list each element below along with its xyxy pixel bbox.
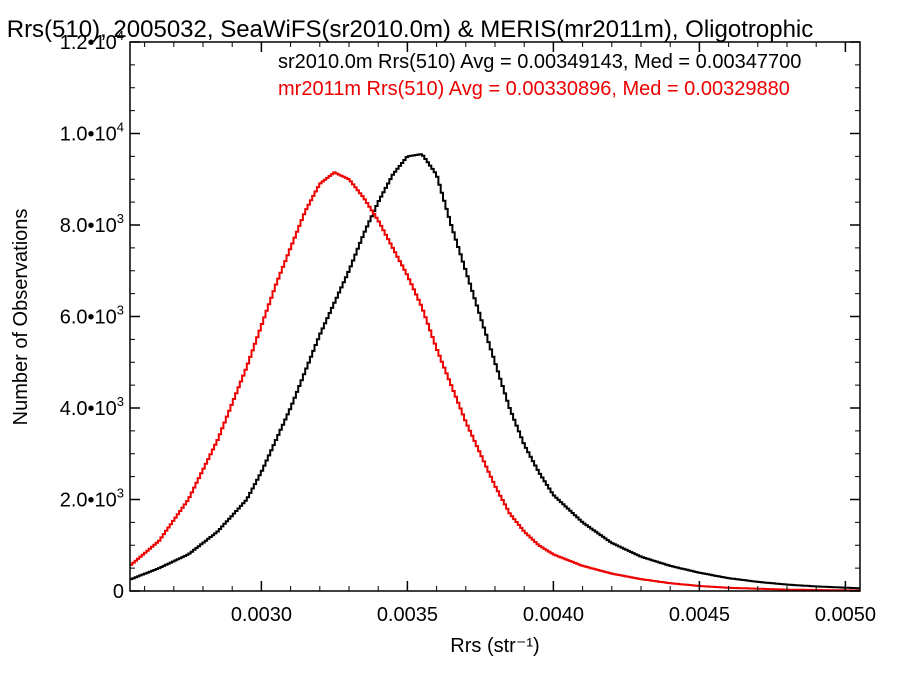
y-tick-label: 0 bbox=[113, 581, 124, 603]
x-tick-label: 0.0035 bbox=[377, 604, 438, 626]
legend-entry-mr2011: mr2011m Rrs(510) Avg = 0.00330896, Med =… bbox=[278, 78, 790, 100]
series-line-sr2010 bbox=[130, 153, 860, 590]
axis-layer: 0.0030 0.0035 0.0040 0.0045 0.0050 0 2.0•103 4.… bbox=[60, 28, 876, 626]
x-tick-label: 0.0045 bbox=[669, 604, 730, 626]
x-tick-label: 0.0040 bbox=[523, 604, 584, 626]
y-tick-label: 4.0•103 bbox=[60, 394, 124, 420]
y-tick-label: 2.0•103 bbox=[60, 486, 124, 512]
legend-entry-sr2010: sr2010.0m Rrs(510) Avg = 0.00349143, Med… bbox=[278, 51, 801, 73]
y-tick-label: 1.2•104 bbox=[60, 28, 124, 54]
y-tick-label: 8.0•103 bbox=[60, 211, 124, 237]
x-tick-label: 0.0050 bbox=[815, 604, 876, 626]
series-line-mr2011 bbox=[130, 171, 860, 592]
x-axis-label: Rrs (str⁻¹) bbox=[450, 635, 539, 657]
y-axis-label-group: Number of Observations bbox=[10, 209, 32, 426]
x-tick-label: 0.0030 bbox=[231, 604, 292, 626]
y-tick-label: 1.0•104 bbox=[60, 120, 124, 146]
y-tick-label: 6.0•103 bbox=[60, 303, 124, 329]
series-layer bbox=[130, 153, 860, 592]
y-axis-label: Number of Observations bbox=[10, 209, 32, 426]
chart-title: Rrs(510), 2005032, SeaWiFS(sr2010.0m) & … bbox=[7, 16, 814, 43]
plot-frame bbox=[129, 41, 861, 592]
